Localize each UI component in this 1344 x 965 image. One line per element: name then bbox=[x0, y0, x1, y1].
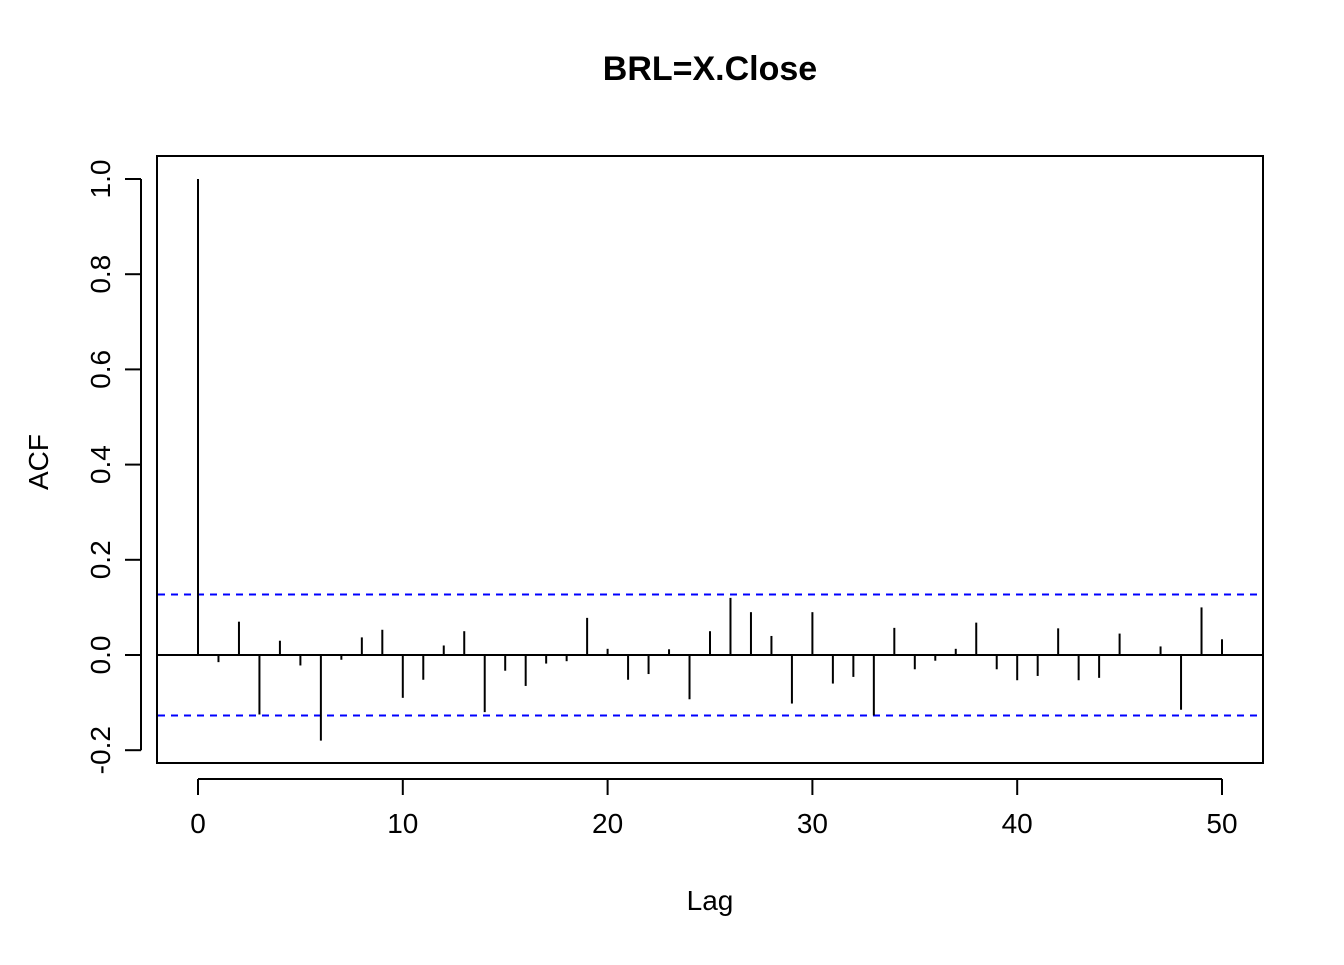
y-tick-label: 0.2 bbox=[85, 540, 116, 579]
y-tick-label: 0.4 bbox=[85, 445, 116, 484]
x-tick-label: 30 bbox=[797, 808, 828, 839]
axis-ticks: 0 10 20 30 40 50 -0.2 0.0 0.2 0.4 0.6 0.8 1.0 bbox=[85, 160, 1238, 839]
y-tick-label: -0.2 bbox=[85, 726, 116, 774]
chart-title: BRL=X.Close bbox=[603, 50, 817, 88]
acf-bars bbox=[157, 179, 1263, 741]
plot-frame bbox=[156, 155, 1264, 764]
y-axis-label: ACF bbox=[23, 434, 54, 490]
y-tick-label: 0.8 bbox=[85, 255, 116, 294]
x-tick-label: 0 bbox=[190, 808, 206, 839]
x-tick-label: 10 bbox=[387, 808, 418, 839]
x-tick-label: 50 bbox=[1206, 808, 1237, 839]
x-tick-label: 20 bbox=[592, 808, 623, 839]
x-tick-label: 40 bbox=[1002, 808, 1033, 839]
y-tick-label: 1.0 bbox=[85, 160, 116, 199]
x-axis-label: Lag bbox=[687, 885, 734, 916]
y-tick-label: 0.0 bbox=[85, 636, 116, 675]
y-tick-label: 0.6 bbox=[85, 350, 116, 389]
